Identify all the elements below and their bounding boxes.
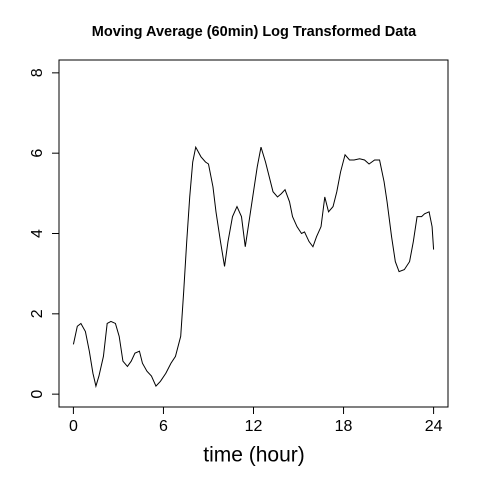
- x-tick-label: 12: [245, 418, 263, 435]
- y-tick-label: 4: [29, 229, 46, 238]
- data-line: [72, 145, 435, 389]
- x-tick-label: 0: [69, 418, 78, 435]
- y-tick-label: 6: [29, 149, 46, 158]
- y-tick-label: 2: [29, 309, 46, 318]
- x-tick-label: 6: [159, 418, 168, 435]
- x-tick-label: 24: [425, 418, 443, 435]
- y-tick-label: 0: [29, 390, 46, 399]
- chart-title: Moving Average (60min) Log Transformed D…: [92, 24, 417, 40]
- x-axis-label: time (hour): [203, 444, 305, 467]
- x-tick-label: 18: [335, 418, 353, 435]
- y-tick-label: 8: [29, 68, 46, 77]
